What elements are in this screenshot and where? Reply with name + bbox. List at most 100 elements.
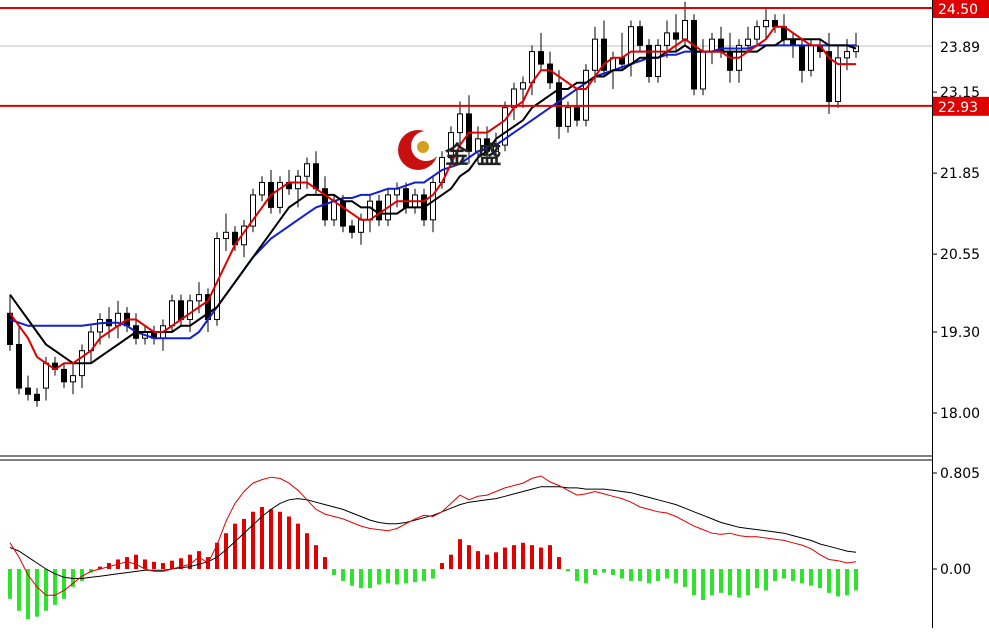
macd-bar (656, 569, 660, 581)
macd-bar (827, 569, 831, 593)
candle (61, 363, 67, 389)
macd-bar (521, 542, 525, 569)
macd-bar (665, 569, 669, 579)
macd-bar (530, 545, 534, 569)
macd-bar (746, 569, 750, 596)
macd-bar (71, 569, 75, 587)
macd-panel (8, 475, 858, 620)
candle-body (403, 188, 409, 208)
price-label-box (933, 0, 989, 18)
candle (457, 101, 463, 146)
macd-bar (269, 509, 273, 569)
macd-bar (224, 533, 228, 569)
candle (583, 64, 589, 127)
watermark-text: 金 盛 (444, 141, 501, 169)
grid-layer (0, 0, 933, 628)
candle (34, 388, 40, 407)
macd-bar (404, 569, 408, 584)
price-label-text: 22.93 (938, 100, 978, 116)
candle-body (250, 194, 256, 227)
macd-bar (593, 569, 597, 575)
candle-body (700, 51, 706, 90)
macd-bar (278, 511, 282, 569)
macd-bar (260, 506, 264, 569)
macd-bar (152, 561, 156, 569)
candle-body (502, 107, 508, 146)
candle-body (376, 200, 382, 221)
candle-body (367, 200, 373, 221)
macd-bar (197, 551, 201, 569)
candle-body (637, 26, 643, 46)
candle-body (529, 51, 535, 84)
candle-body (763, 19, 769, 28)
candle (277, 176, 283, 214)
candle (223, 213, 229, 251)
current-price-text: 23.89 (940, 40, 980, 56)
macd-bar (836, 569, 840, 597)
macd-bar (296, 523, 300, 569)
candle-body (34, 393, 40, 402)
candle-body (304, 163, 310, 177)
macd-bar (710, 569, 714, 596)
price-tick-label: 21.85 (940, 166, 980, 182)
candle (574, 89, 580, 127)
macd-bar (170, 560, 174, 569)
ma-slow-line (9, 44, 856, 340)
macd-bar (251, 511, 255, 569)
macd-bar (494, 552, 498, 569)
macd-bar (845, 569, 849, 596)
macd-bar (242, 518, 246, 569)
macd-bar (305, 533, 309, 569)
candle-body (61, 368, 67, 383)
macd-bar (584, 569, 588, 584)
candle (556, 70, 562, 139)
candle-body (97, 319, 103, 333)
candle (250, 188, 256, 233)
macd-bar (323, 557, 327, 569)
macd-bar (143, 559, 147, 569)
candle-body (727, 51, 733, 71)
macd-bar (233, 523, 237, 569)
macd-bar (683, 569, 687, 587)
macd-bar (377, 569, 381, 585)
macd-bar (809, 569, 813, 586)
macd-bar (611, 569, 615, 575)
candle-body (349, 225, 355, 233)
macd-bar (386, 569, 390, 584)
macd-bar (557, 557, 561, 569)
macd-bar (791, 569, 795, 581)
candle-body (646, 44, 652, 78)
candle-body (799, 44, 805, 71)
macd-bar (539, 547, 543, 569)
macd-bar (161, 563, 165, 569)
candle-body (664, 32, 670, 46)
candle-body (187, 300, 193, 321)
macd-bar (368, 569, 372, 589)
macd-bar (701, 569, 705, 601)
price-label-box (933, 96, 989, 116)
current-price-box (933, 37, 989, 57)
macd-bar (350, 569, 354, 586)
candle (655, 39, 661, 83)
macd-bar (728, 569, 732, 596)
macd-bar (80, 569, 84, 581)
candle (538, 32, 544, 71)
candle-body (844, 51, 850, 59)
candle-body (277, 181, 283, 208)
candle-body (682, 19, 688, 40)
macd-bar (287, 516, 291, 569)
candle-body (709, 38, 715, 53)
candle-body (754, 26, 760, 40)
macd-bar (764, 569, 768, 591)
candle (502, 101, 508, 152)
price-tick-label: 19.30 (940, 325, 980, 341)
macd-bar (440, 563, 444, 569)
watermark-logo: 金 盛 (398, 130, 501, 170)
macd-bar (341, 569, 345, 581)
macd-bar (395, 569, 399, 585)
candle (835, 45, 841, 108)
candle (349, 219, 355, 239)
macd-bar (566, 569, 570, 572)
